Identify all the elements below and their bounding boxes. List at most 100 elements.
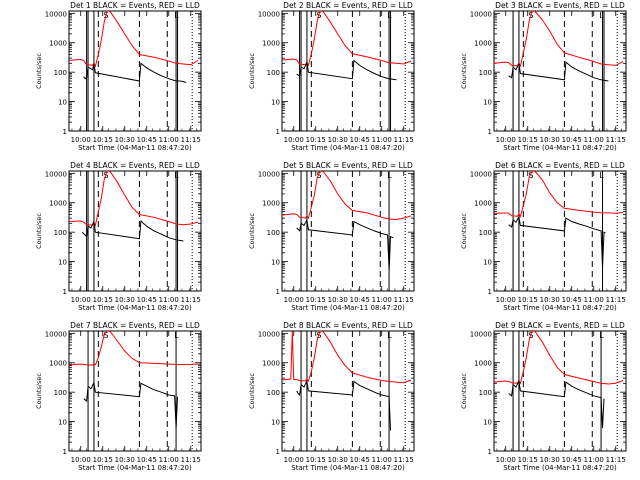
- x-tick-label: 10:45: [562, 136, 582, 144]
- events-series-line: [83, 381, 178, 429]
- marker-lines: [300, 171, 406, 291]
- x-tick-label: 10:15: [518, 456, 538, 464]
- marker-lines: [300, 331, 406, 451]
- x-tick-label: 10:30: [540, 456, 560, 464]
- location-marker: L: [387, 171, 392, 180]
- y-tick-label: 1: [488, 448, 492, 456]
- x-tick-label: 11:15: [394, 296, 414, 304]
- events-series-line: [83, 62, 187, 83]
- sunlight-marker: S: [528, 171, 533, 180]
- panel-8: 1 10 100 1000 10000 10:00 10:15 10:30 10:45 11:00…: [248, 321, 415, 472]
- x-axis-label: Start Time (04-Mar-11 08:47:20): [78, 464, 192, 472]
- y-tick-label: 1000: [474, 40, 492, 48]
- y-tick-label: 1: [488, 288, 492, 296]
- panel-title: Det 9 BLACK = Events, RED = LLD: [495, 321, 625, 330]
- location-marker: L: [174, 331, 179, 340]
- location-marker: L: [599, 11, 604, 20]
- lld-series-line: [282, 171, 412, 221]
- y-tick-label: 10000: [45, 10, 67, 18]
- y-tick-label: 1: [276, 128, 280, 136]
- marker-lines: [512, 11, 618, 131]
- lld-series-line: [282, 11, 412, 67]
- x-tick-label: 11:15: [394, 456, 414, 464]
- marker-lines: [86, 11, 193, 131]
- panel-title: Det 3 BLACK = Events, RED = LLD: [495, 1, 625, 10]
- panel-title: Det 7 BLACK = Events, RED = LLD: [70, 321, 200, 330]
- y-tick-label: 10000: [258, 10, 280, 18]
- panel-4: 1 10 100 1000 10000 10:00 10:15 10:30 10:45 11:00…: [35, 161, 202, 312]
- plot-frame: [493, 330, 627, 452]
- y-tick-label: 100: [479, 229, 492, 237]
- panel-2: 1 10 100 1000 10000 10:00 10:15 10:30 10:45 11:00…: [248, 1, 415, 152]
- y-axis-label: Counts/sec: [460, 213, 468, 249]
- y-tick-label: 100: [54, 389, 67, 397]
- marker-lines: [86, 171, 193, 291]
- x-tick-label: 10:15: [306, 136, 326, 144]
- x-tick-label: 11:15: [394, 136, 414, 144]
- y-tick-label: 1000: [49, 40, 67, 48]
- x-tick-label: 11:00: [159, 456, 179, 464]
- y-tick-label: 10000: [470, 330, 492, 338]
- x-tick-label: 10:30: [540, 296, 560, 304]
- y-tick-label: 1000: [49, 360, 67, 368]
- plot-frame: [68, 10, 202, 132]
- events-series-line: [296, 379, 391, 431]
- sunlight-marker: S: [103, 331, 108, 340]
- series-group: [282, 171, 412, 271]
- y-axis-label: Counts/sec: [460, 373, 468, 409]
- x-tick-label: 10:00: [284, 456, 304, 464]
- panel-3: 1 10 100 1000 10000 10:00 10:15 10:30 10:45 11:00…: [460, 1, 627, 152]
- lld-series-line: [69, 11, 199, 68]
- x-tick-label: 11:00: [372, 136, 392, 144]
- x-axis-label: Start Time (04-Mar-11 08:47:20): [503, 464, 617, 472]
- y-tick-label: 10000: [470, 10, 492, 18]
- y-tick-label: 1: [63, 448, 67, 456]
- x-axis-label: Start Time (04-Mar-11 08:47:20): [78, 304, 192, 312]
- events-series-line: [508, 379, 605, 429]
- x-tick-label: 11:00: [584, 296, 604, 304]
- x-tick-label: 10:45: [562, 456, 582, 464]
- location-marker: L: [174, 171, 179, 180]
- y-tick-label: 10: [483, 99, 492, 107]
- y-tick-label: 10: [58, 419, 67, 427]
- events-series-line: [296, 59, 397, 81]
- y-tick-label: 10: [271, 99, 280, 107]
- y-tick-label: 1000: [474, 360, 492, 368]
- panel-6: 1 10 100 1000 10000 10:00 10:15 10:30 10:45 11:00…: [460, 161, 627, 312]
- x-axis-label: Start Time (04-Mar-11 08:47:20): [291, 464, 405, 472]
- panel-7: 1 10 100 1000 10000 10:00 10:15 10:30 10:45 11:00…: [35, 321, 202, 472]
- y-tick-label: 1000: [474, 200, 492, 208]
- y-tick-label: 1000: [262, 40, 280, 48]
- x-axis-label: Start Time (04-Mar-11 08:47:20): [291, 144, 405, 152]
- panel-5: 1 10 100 1000 10000 10:00 10:15 10:30 10:45 11:00…: [248, 161, 415, 312]
- y-tick-label: 1000: [49, 200, 67, 208]
- x-tick-label: 10:45: [137, 456, 157, 464]
- x-tick-label: 10:00: [71, 136, 91, 144]
- lld-series-line: [494, 331, 624, 385]
- x-axis-label: Start Time (04-Mar-11 08:47:20): [503, 144, 617, 152]
- x-tick-label: 11:00: [584, 456, 604, 464]
- x-tick-label: 11:00: [372, 296, 392, 304]
- series-group: [494, 171, 624, 269]
- x-tick-label: 10:15: [518, 136, 538, 144]
- y-tick-label: 100: [267, 69, 280, 77]
- x-tick-label: 11:15: [181, 296, 201, 304]
- y-tick-label: 1: [276, 448, 280, 456]
- x-tick-label: 10:30: [328, 456, 348, 464]
- marker-lines: [512, 171, 618, 291]
- plot-frame: [493, 10, 627, 132]
- x-tick-label: 10:00: [496, 456, 516, 464]
- plot-frame: [281, 10, 415, 132]
- y-axis-label: Counts/sec: [35, 373, 43, 409]
- lld-series-line: [282, 331, 412, 384]
- lld-series-line: [494, 11, 624, 68]
- location-marker: L: [387, 331, 392, 340]
- x-tick-label: 11:00: [584, 136, 604, 144]
- x-tick-label: 10:30: [328, 136, 348, 144]
- x-tick-label: 10:45: [137, 136, 157, 144]
- x-tick-label: 11:15: [181, 136, 201, 144]
- y-tick-label: 10000: [258, 330, 280, 338]
- y-tick-label: 100: [54, 229, 67, 237]
- series-group: [282, 11, 412, 81]
- series-group: [69, 171, 199, 242]
